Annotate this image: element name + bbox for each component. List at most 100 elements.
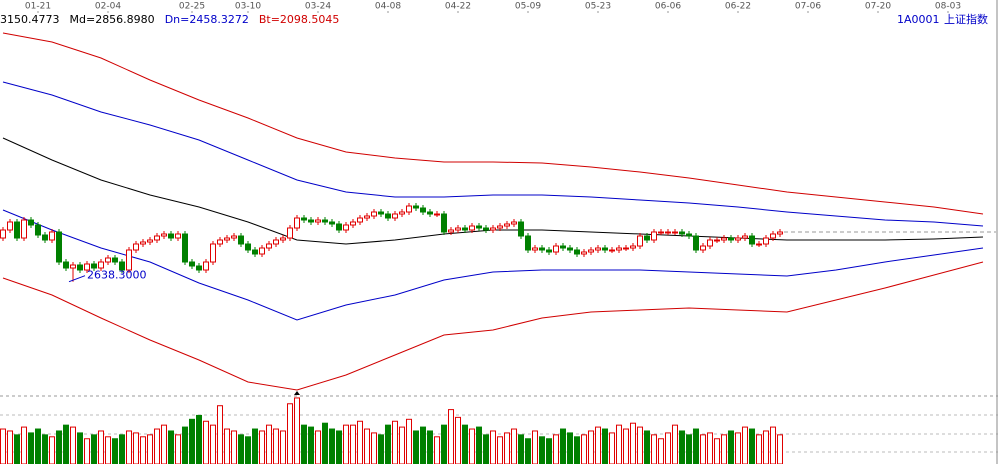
candle-body (203, 261, 209, 271)
candle-body (616, 247, 622, 251)
x-tick-label: 05-23 (585, 2, 611, 12)
candle-body (210, 243, 216, 263)
volume-bar (756, 434, 762, 464)
index-name: 上证指数 (944, 12, 988, 26)
candle-body (483, 227, 489, 231)
low-pointer (68, 275, 86, 283)
candle-body (644, 235, 650, 241)
candle-body (357, 217, 363, 223)
band-line (2, 209, 984, 321)
candle-body (651, 231, 657, 241)
candle-body (189, 261, 195, 267)
volume-bar (217, 405, 223, 464)
volume-bar (266, 424, 272, 464)
candle-body (392, 213, 398, 219)
candle-body (294, 217, 300, 229)
candle-body (679, 231, 685, 235)
candle-body (238, 235, 244, 245)
volume-bar (294, 397, 300, 464)
candle-body (63, 261, 69, 269)
candle-body (329, 221, 335, 225)
candle-body (147, 239, 153, 243)
volume-bar (483, 434, 489, 464)
volume-bar (693, 428, 699, 464)
low-label: 2638.3000 (87, 269, 147, 282)
candle-body (602, 247, 608, 251)
candle-body (168, 233, 174, 239)
volume-bar (399, 426, 405, 464)
candle-body (105, 257, 111, 263)
candle-body (252, 249, 258, 255)
legend-entry: 3150.4773 (0, 13, 60, 26)
candle-body (448, 229, 454, 233)
volume-bar (189, 418, 195, 464)
volume-bar (658, 438, 664, 464)
volume-bar (777, 434, 783, 464)
volume-bar (406, 418, 412, 464)
candle-body (224, 237, 230, 241)
candle-body (490, 227, 496, 231)
volume-bar (91, 434, 97, 464)
candle-body (350, 221, 356, 226)
volume-bar (203, 420, 209, 464)
candle-body (672, 231, 678, 234)
candle-body (140, 241, 146, 245)
candle-body (742, 235, 748, 239)
volume-bar (469, 428, 475, 464)
candle-body (455, 227, 461, 231)
x-tick-label: 03-24 (305, 2, 331, 12)
candle-body (91, 263, 97, 269)
volume-bar (84, 438, 90, 464)
volume-bar (147, 434, 153, 464)
candle-body (287, 227, 293, 239)
legend-entry: Md=2856.8980 (70, 13, 155, 26)
candle-body (14, 221, 20, 239)
volume-bar (686, 434, 692, 464)
candle-body (406, 205, 412, 213)
candle-body (259, 247, 265, 255)
volume-bar (497, 436, 503, 464)
volume-bar (112, 438, 118, 464)
x-tick-label: 04-22 (445, 2, 471, 12)
volume-bar (434, 436, 440, 464)
volume-bar (210, 424, 216, 464)
volume-bar (490, 430, 496, 464)
candle-body (217, 239, 223, 245)
legend-entry: Bt=2098.5045 (259, 13, 340, 26)
x-tick-label: 08-03 (935, 2, 961, 12)
candle-body (42, 234, 48, 241)
candle-body (420, 207, 426, 213)
candle-body (532, 247, 538, 251)
x-tick-label: 07-20 (865, 2, 891, 12)
candle-body (343, 224, 349, 231)
candle-body (364, 215, 370, 219)
candle-body (658, 231, 664, 234)
candle-body (280, 237, 286, 241)
candle-body (322, 219, 328, 223)
volume-bar (679, 430, 685, 464)
candle-body (525, 235, 531, 251)
volume-bar (672, 424, 678, 464)
candle-body (231, 235, 237, 239)
candle-body (308, 219, 314, 223)
candle-body (770, 233, 776, 239)
volume-bar (14, 434, 20, 464)
volume-bar (448, 409, 454, 464)
volume-bar (49, 436, 55, 464)
candle-body (98, 261, 104, 269)
candle-body (574, 249, 580, 255)
candle-body (511, 221, 517, 225)
volume-bar (329, 428, 335, 464)
volume-bar (728, 430, 734, 464)
candle-body (714, 239, 720, 242)
volume-bar (154, 428, 160, 464)
volume-bar (98, 430, 104, 464)
volume-bar (665, 432, 671, 464)
volume-bar (308, 426, 314, 464)
volume-bar (161, 424, 167, 464)
volume-bar (385, 424, 391, 464)
candle-body (560, 245, 566, 249)
candle-body (35, 224, 41, 236)
candle-body (553, 245, 559, 253)
